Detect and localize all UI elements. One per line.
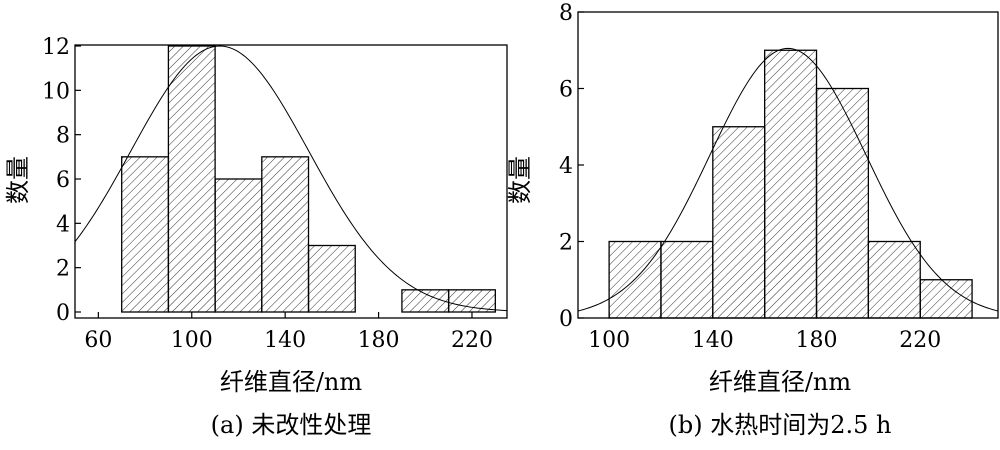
panel-a-bar-1 [167,45,216,313]
panel-a-caption: (a) 未改性处理 [211,411,372,439]
panel-b-bar-2 [712,126,766,319]
panel-b-fit-curve [577,47,999,312]
panel-b-ylabel: 数量 [506,156,534,204]
panel-a-bar-6 [401,289,450,313]
panel-a-ylabel: 数量 [4,156,32,204]
panel-b-bar-5 [867,240,921,319]
panel-b-ytick-label-4: 8 [559,1,573,26]
panel-a-ytick-label-4: 8 [56,124,70,149]
panel-a-bar-2 [214,178,263,313]
panel-a-ytick-label-1: 2 [56,257,70,282]
panel-a-ytick-label-2: 4 [56,212,70,237]
panel-b-bar-3 [764,49,818,319]
panel-b: 100 140 180 220 0 2 4 6 8 数量 纤维直径/nm (b) 水热时间为2.… [506,1,999,439]
panel-a-bar-3 [261,156,310,313]
panel-a-fit-curve [74,45,508,312]
panel-b-xtick-label-3: 220 [899,328,941,353]
panel-a-bar-4 [307,244,356,313]
panel-a-ytick-label-3: 6 [56,168,70,193]
panel-a-ytick-label-6: 12 [42,35,70,60]
panel-b-ytick-label-1: 2 [559,231,573,256]
panel-b-axes: 100 140 180 220 0 2 4 6 8 [559,1,941,353]
panel-a: 60 100 140 180 220 0 2 4 6 8 10 12 数量 纤维直径/nm (a) 未… [4,35,508,439]
panel-b-ytick-label-3: 6 [559,78,573,103]
panel-a-ytick-label-0: 0 [56,301,70,326]
panel-b-xtick-label-2: 180 [796,328,838,353]
panel-a-xtick-label-0: 60 [84,328,112,353]
panel-b-bar-4 [815,87,870,319]
panel-a-xlabel: 纤维直径/nm [220,368,363,396]
panel-b-xtick-label-0: 100 [588,328,630,353]
panel-a-xtick-label-3: 180 [358,328,400,353]
panel-b-bar-6 [919,279,973,319]
panel-b-bars [608,49,973,319]
panel-a-xtick-label-2: 140 [264,328,306,353]
panel-a-bars [121,45,496,313]
panel-b-bar-0 [608,240,662,319]
panel-a-plot-frame [74,44,508,319]
panel-a-bar-7 [447,289,496,313]
panel-b-xtick-label-1: 140 [692,328,734,353]
panel-a-axes: 60 100 140 180 220 0 2 4 6 8 10 12 [42,35,493,353]
panel-b-caption: (b) 水热时间为2.5 h [669,411,892,439]
panel-b-ytick-label-0: 0 [559,307,573,332]
panel-b-ytick-label-2: 4 [559,154,573,179]
panel-b-bar-1 [660,240,714,319]
panel-a-ytick-label-5: 10 [42,79,70,104]
panel-a-xtick-label-1: 100 [171,328,213,353]
panel-a-bar-0 [121,156,170,313]
panel-b-xlabel: 纤维直径/nm [709,368,852,396]
panel-a-xtick-label-4: 220 [451,328,493,353]
